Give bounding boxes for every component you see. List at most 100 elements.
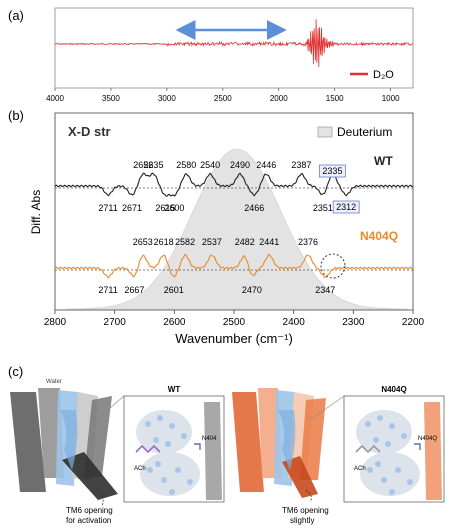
n404q-ach-molecule: [355, 444, 381, 454]
wt-peak-label: 2580: [176, 160, 196, 170]
wt-inset-title: WT: [168, 385, 181, 394]
n404q-trough-label: 2347: [315, 285, 335, 295]
panel-a-tick-label: 2000: [270, 94, 288, 103]
panel-b-tick-label: 2800: [44, 317, 67, 328]
wt-peak-label: 2652: [133, 160, 153, 170]
wt-peak-label: 2635: [143, 160, 163, 170]
n404q-peak-label: 2618: [154, 237, 174, 247]
panel-b-tick-label: 2400: [283, 317, 306, 328]
wt-pocket-top: [136, 410, 192, 454]
water-channel: [60, 410, 78, 470]
wt-trough-label: 2615: [155, 203, 175, 213]
wt-trough-label: 2711: [98, 203, 117, 213]
wt-ach-molecule: [135, 444, 161, 454]
wt-ach-label: ACh: [134, 466, 146, 472]
panel-a-tick-label: 3000: [158, 94, 176, 103]
wt-peak-label: 2387: [291, 160, 311, 170]
wt-peak-label: 2335: [322, 166, 342, 176]
n404q-trough-label: 2667: [124, 285, 144, 295]
panel-a-tick-label: 1000: [382, 94, 400, 103]
n404q-zoom-inset: ACh N404Q N404Q: [309, 385, 445, 503]
panel-a-tick-label: 2500: [214, 94, 232, 103]
peak-highlight-box: [319, 164, 346, 178]
n404q-inset-title: N404Q: [381, 385, 406, 394]
n404q-opening-arrow: [305, 489, 312, 503]
peak-highlight-box: [332, 200, 360, 214]
wt-peak-label: 2490: [230, 160, 250, 170]
panel-a-label: (a): [8, 8, 24, 23]
wt-trough-label: 2466: [244, 203, 264, 213]
n404q-trough-label: 2601: [164, 285, 184, 295]
n404q-peak-label: 2441: [259, 237, 279, 247]
n404q-tm6-helix: [282, 456, 318, 498]
panel-b-x-ticks: 2800 2700 2600 2500 2400 2300 2200: [44, 310, 425, 328]
n404q-peak-label: 2582: [175, 237, 195, 247]
n404q-inset-helix: [424, 402, 442, 500]
n404q-helix-1: [232, 392, 264, 492]
panel-b-tick-label: 2600: [163, 317, 186, 328]
wt-opening-arrow: [95, 487, 104, 507]
wt-helix-5: [84, 396, 112, 478]
water-label: Water: [46, 379, 62, 385]
panel-a-frame: [54, 7, 414, 89]
wt-trough-label: 2600: [164, 203, 184, 213]
wt-pocket-bottom: [140, 452, 200, 496]
n404q-water-dots: [365, 415, 413, 495]
n404q-helix-bundle: TM6 opening slightly: [232, 388, 329, 525]
wt-zoom-inset: ACh N404 WT: [95, 385, 225, 503]
panel-c-label: (c): [8, 364, 23, 379]
panel-b-tick-label: 2500: [223, 317, 246, 328]
deuterium-legend-swatch: [317, 126, 333, 138]
deuterium-legend-label: Deuterium: [337, 125, 392, 139]
n404q-trace: [54, 253, 414, 279]
n404-residue: [194, 443, 201, 450]
y-axis-label: Diff. Abs: [29, 190, 43, 234]
n404q-pocket-top: [356, 410, 412, 454]
panel-b-tick-label: 2300: [342, 317, 365, 328]
x-axis-label: Wavenumber (cm⁻¹): [175, 331, 293, 346]
wt-trough-label: 2671: [122, 203, 142, 213]
n404q-residue: [414, 443, 421, 450]
wt-helix-bundle: Water TM6 opening for activation: [10, 379, 118, 525]
panel-b-tick-label: 2200: [402, 317, 425, 328]
panel-a-tick-label: 1500: [326, 94, 344, 103]
highlight-circle: [320, 253, 346, 279]
wt-zoom-guide: [95, 395, 125, 421]
n404q-peak-label: 2537: [202, 237, 222, 247]
wt-trough-label: 2312: [336, 202, 356, 212]
wt-peak-label: 2540: [200, 160, 220, 170]
n404q-pocket-bottom: [360, 452, 420, 496]
n404-label: N404: [202, 436, 217, 442]
wt-series-label: WT: [374, 154, 393, 168]
wt-tm6-helix: [62, 452, 118, 500]
panel-a-x-ticks: 4000 3500 3000 2500 2000 1500 1000: [46, 88, 400, 103]
wt-water-dots: [145, 415, 193, 495]
deuterium-band: [66, 148, 408, 310]
n404q-residue-label: N404Q: [418, 436, 437, 442]
wt-caption-line2: for activation: [66, 516, 111, 525]
wt-peak-label: 2446: [256, 160, 276, 170]
panel-b-tick-label: 2700: [104, 317, 127, 328]
panel-a-tick-label: 3500: [102, 94, 120, 103]
n404q-ach-label: ACh: [354, 466, 366, 472]
wt-trace: [54, 172, 414, 197]
n404q-peak-label: 2653: [133, 237, 153, 247]
wt-trough-label: 2351: [313, 203, 333, 213]
n404q-caption-line2: slightly: [290, 516, 314, 525]
wt-helix-1: [10, 392, 46, 492]
panel-a-chart: 4000 3500 3000 2500 2000 1500 1000 D₂O: [46, 7, 414, 103]
panel-a-tick-label: 4000: [46, 94, 64, 103]
n404q-peak-label: 2376: [298, 237, 318, 247]
n404q-series-label: N404Q: [360, 229, 398, 243]
n404q-caption-line1: TM6 opening: [282, 506, 329, 515]
n404q-water-channel: [278, 410, 296, 470]
d2o-difference-trace: [54, 19, 414, 68]
d2o-legend-label: D₂O: [373, 69, 394, 81]
n404q-helix-5: [300, 398, 326, 480]
wt-inset-helix: [204, 402, 222, 500]
n404q-peak-label: 2482: [235, 237, 255, 247]
panel-b-label: (b): [8, 108, 24, 123]
